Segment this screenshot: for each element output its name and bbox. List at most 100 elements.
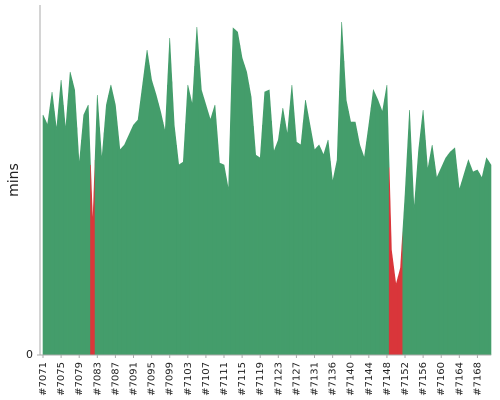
- area-segment: [257, 124, 263, 356]
- area-segment: [67, 71, 73, 356]
- area-segment: [375, 94, 381, 356]
- area-segment: [434, 161, 440, 356]
- area-segment: [348, 110, 354, 356]
- x-tick-label: #7107: [201, 362, 212, 396]
- area-segment: [207, 112, 213, 356]
- area-segment: [416, 129, 422, 356]
- x-tick-label: #7103: [183, 362, 194, 396]
- area-segment: [343, 60, 349, 356]
- area-segment: [411, 159, 417, 356]
- area-segment: [225, 108, 232, 356]
- area-segment: [194, 26, 200, 356]
- area-segment: [366, 107, 372, 356]
- area-segment: [447, 149, 453, 356]
- area-segment: [112, 94, 118, 356]
- area-segment: [420, 109, 426, 356]
- area-segment: [42, 114, 46, 356]
- area-segment: [379, 98, 385, 356]
- x-tick-label: #7136: [328, 362, 339, 396]
- x-tick-label: #7095: [147, 362, 158, 396]
- area-segment: [44, 108, 51, 356]
- area-segment: [94, 94, 100, 356]
- x-tick-label: #7099: [165, 362, 176, 396]
- area-segment: [456, 168, 462, 356]
- x-tick-label: #7160: [436, 362, 447, 396]
- x-tick-label: #7164: [454, 362, 465, 396]
- x-tick-label: #7152: [400, 362, 411, 396]
- x-tick-label: #7071: [38, 362, 49, 396]
- area-segment: [180, 123, 186, 356]
- area-segment: [72, 80, 78, 356]
- area-segment: [176, 144, 182, 356]
- area-segment: [325, 139, 331, 356]
- area-segment: [221, 163, 227, 356]
- area-segment: [330, 160, 336, 356]
- area-segment: [63, 100, 69, 356]
- area-segment: [108, 84, 114, 356]
- area-segment: [144, 49, 150, 356]
- area-segment: [262, 90, 268, 356]
- area-segment: [49, 91, 55, 356]
- area-segment: [429, 144, 435, 356]
- area-segment: [149, 64, 155, 356]
- area-segment: [393, 267, 399, 356]
- x-tick-label: #7115: [237, 362, 248, 396]
- area-segment: [58, 79, 64, 356]
- x-tick-label: #7140: [346, 362, 357, 396]
- area-segment: [289, 84, 295, 356]
- x-tick-label: #7148: [382, 362, 393, 396]
- area-segment: [425, 139, 431, 356]
- area-segment: [135, 102, 141, 356]
- area-segment: [139, 67, 146, 356]
- area-segment: [266, 89, 272, 356]
- area-segment: [280, 107, 286, 356]
- area-segment: [271, 120, 277, 356]
- area-segment: [370, 88, 376, 356]
- area-segment: [316, 144, 322, 356]
- area-segment: [216, 133, 223, 356]
- area-segment: [203, 97, 209, 356]
- area-segment: [158, 103, 164, 356]
- area-segment: [406, 109, 413, 356]
- area-segment: [334, 90, 340, 356]
- area-segment: [339, 21, 345, 356]
- y-tick-label: 0: [26, 348, 33, 361]
- y-axis-label: mins: [6, 163, 22, 197]
- area-segment: [479, 167, 485, 356]
- area-segment: [90, 159, 96, 356]
- area-segment: [244, 64, 250, 356]
- area-segment: [302, 99, 309, 356]
- x-tick-label: #7091: [129, 362, 140, 396]
- area-segment: [103, 94, 109, 356]
- area-segment: [230, 27, 236, 356]
- area-segment: [162, 84, 168, 356]
- area-segment: [153, 87, 159, 356]
- area-segment: [130, 121, 137, 356]
- area-segment: [483, 157, 490, 356]
- area-segment: [298, 122, 304, 356]
- area-segment: [361, 141, 367, 356]
- area-segment: [76, 127, 82, 356]
- area-segment: [126, 129, 132, 356]
- area-segment: [99, 127, 105, 356]
- area-segment: [248, 84, 254, 356]
- area-segment: [443, 154, 449, 356]
- area-segment: [253, 125, 259, 356]
- area-segment: [85, 104, 91, 356]
- x-tick-label: #7079: [74, 362, 85, 396]
- area-segment: [311, 137, 318, 356]
- area-segment: [397, 231, 404, 356]
- x-tick-label: #7168: [472, 362, 483, 396]
- area-segment: [185, 84, 191, 356]
- area-segment: [474, 169, 480, 356]
- area-segment: [117, 127, 123, 356]
- area-segment: [438, 162, 444, 356]
- x-tick-label: #7156: [418, 362, 429, 396]
- area-segment: [121, 139, 128, 356]
- area-segment: [189, 65, 195, 356]
- area-segment: [352, 121, 358, 356]
- x-tick-label: #7144: [364, 362, 375, 396]
- area-segment: [212, 104, 218, 356]
- x-tick-label: #7087: [110, 362, 121, 396]
